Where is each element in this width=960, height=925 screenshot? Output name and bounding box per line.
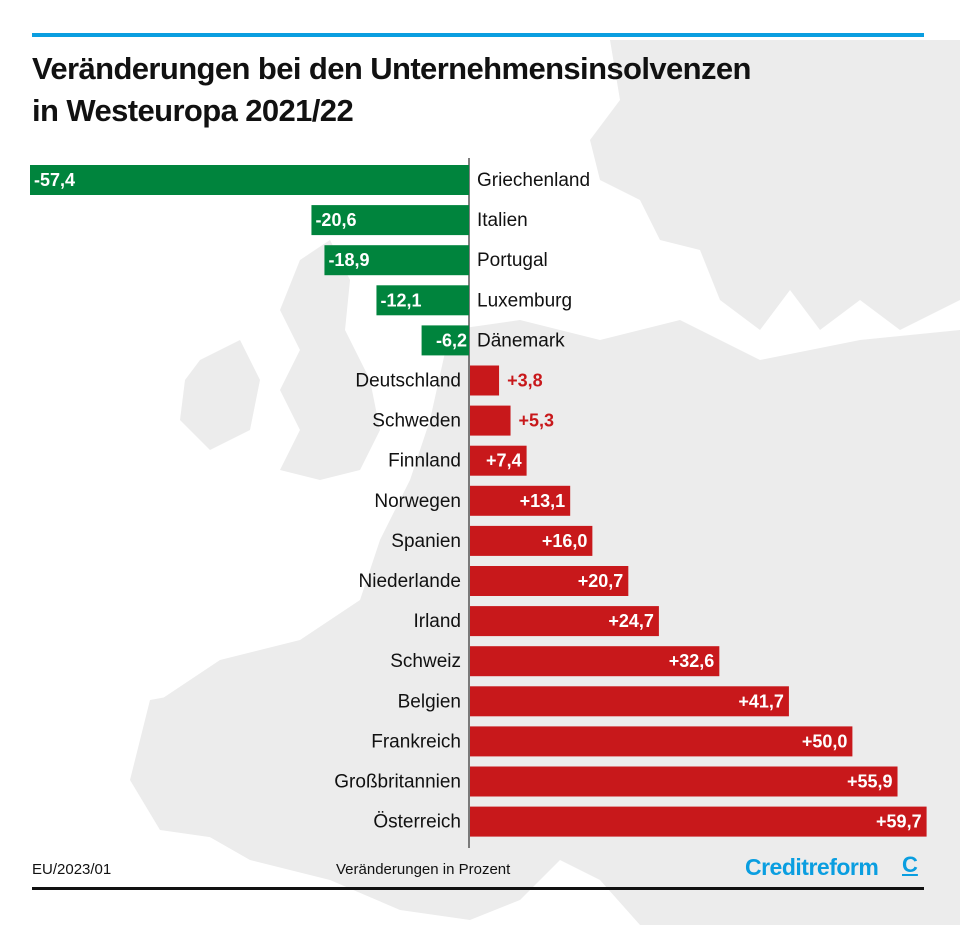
creditreform-logo-mark-icon: C bbox=[902, 852, 918, 877]
value-label: +16,0 bbox=[542, 531, 588, 551]
bar-6 bbox=[470, 405, 511, 436]
bar-0 bbox=[30, 165, 469, 195]
category-label: Spanien bbox=[391, 531, 461, 552]
map-landmass-iberia bbox=[130, 680, 300, 840]
category-label: Niederlande bbox=[359, 571, 461, 592]
value-label: +5,3 bbox=[519, 411, 555, 431]
category-label: Großbritannien bbox=[334, 772, 461, 793]
bar-12 bbox=[470, 646, 720, 677]
value-label: +7,4 bbox=[486, 451, 522, 471]
map-landmass-scandinavia bbox=[590, 40, 960, 330]
chart-title-line-1: Veränderungen bei den Unternehmensinsolv… bbox=[32, 51, 752, 86]
value-label: -6,2 bbox=[436, 330, 467, 350]
value-label: -18,9 bbox=[328, 250, 369, 270]
value-label: +24,7 bbox=[608, 611, 654, 631]
category-label: Norwegen bbox=[374, 491, 461, 512]
bar-11 bbox=[470, 606, 659, 637]
bar-1 bbox=[311, 205, 469, 236]
category-label: Irland bbox=[413, 611, 461, 632]
category-label: Frankreich bbox=[371, 731, 461, 752]
bar-10 bbox=[470, 566, 629, 596]
creditreform-logo: Creditreform bbox=[745, 854, 879, 880]
value-label: +41,7 bbox=[738, 691, 784, 711]
accent-top-line bbox=[32, 33, 924, 37]
bottom-rule bbox=[32, 887, 924, 890]
bar-7 bbox=[470, 445, 527, 476]
map-landmass-britain bbox=[280, 240, 380, 480]
category-label: Österreich bbox=[373, 812, 461, 833]
bar-15 bbox=[470, 766, 898, 797]
map-landmass-ireland bbox=[180, 340, 260, 450]
bar-5 bbox=[470, 365, 500, 396]
value-label: -20,6 bbox=[315, 210, 356, 230]
value-label: -57,4 bbox=[34, 170, 75, 190]
bar-9 bbox=[470, 525, 593, 556]
source-code: EU/2023/01 bbox=[32, 861, 112, 878]
category-label: Dänemark bbox=[477, 330, 565, 351]
category-label: Italien bbox=[477, 210, 528, 231]
value-label: +55,9 bbox=[847, 772, 893, 792]
category-label: Finnland bbox=[388, 451, 461, 472]
bar-13 bbox=[470, 686, 789, 717]
value-label: +3,8 bbox=[507, 371, 543, 391]
value-label: +20,7 bbox=[578, 571, 624, 591]
chart-title: Veränderungen bei den Unternehmensinsolv… bbox=[32, 48, 912, 132]
category-label: Portugal bbox=[477, 250, 548, 271]
category-label: Luxemburg bbox=[477, 290, 572, 311]
bar-2 bbox=[324, 245, 469, 276]
unit-note: Veränderungen in Prozent bbox=[336, 861, 511, 878]
bar-8 bbox=[470, 485, 571, 516]
value-label: +13,1 bbox=[520, 491, 566, 511]
category-label: Schweden bbox=[372, 411, 461, 432]
category-label: Belgien bbox=[398, 691, 461, 712]
bar-4 bbox=[421, 325, 469, 356]
chart-title-line-2: in Westeuropa 2021/22 bbox=[32, 93, 354, 128]
bar-3 bbox=[376, 285, 469, 316]
value-label: -12,1 bbox=[380, 290, 421, 310]
value-label: +59,7 bbox=[876, 812, 922, 832]
category-label: Deutschland bbox=[355, 371, 461, 392]
value-label: +50,0 bbox=[802, 731, 848, 751]
bar-16 bbox=[470, 806, 927, 837]
bar-14 bbox=[470, 726, 853, 757]
category-label: Schweiz bbox=[390, 651, 461, 672]
category-label: Griechenland bbox=[477, 170, 590, 191]
value-label: +32,6 bbox=[669, 651, 715, 671]
